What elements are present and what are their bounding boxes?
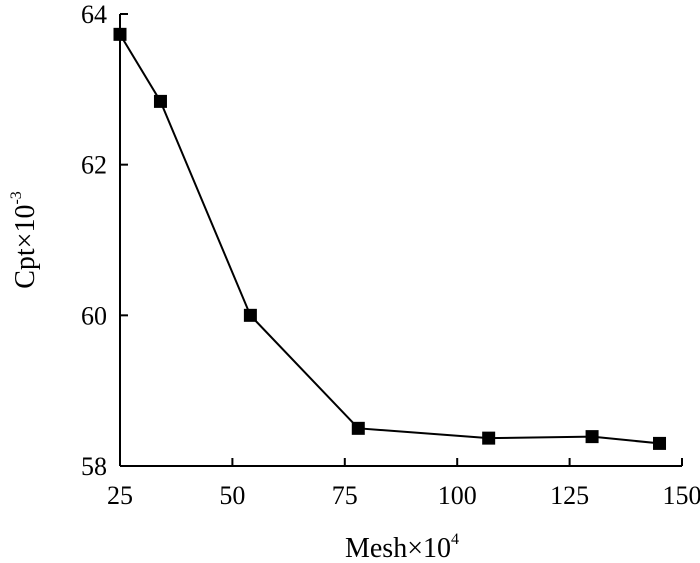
x-tick-label: 125	[550, 481, 589, 510]
data-point	[351, 421, 365, 435]
axes	[119, 14, 682, 467]
y-tick-label: 64	[81, 0, 107, 29]
y-ticks: 58 60 62 64	[81, 0, 128, 481]
data-point	[153, 94, 167, 108]
data-point	[113, 27, 127, 41]
x-tick-label: 150	[663, 481, 700, 510]
y-tick-label: 58	[81, 452, 107, 481]
data-point	[585, 430, 599, 444]
y-tick-label: 62	[81, 151, 107, 180]
data-point	[653, 436, 667, 450]
x-axis-title: Mesh×104	[345, 531, 459, 563]
y-axis-title: Cpt×10-3	[8, 191, 41, 289]
plot-area	[113, 27, 667, 450]
x-tick-label: 100	[438, 481, 477, 510]
x-tick-label: 50	[219, 481, 245, 510]
x-axis-title-exponent: 4	[451, 531, 459, 548]
data-point	[243, 308, 257, 322]
x-axis-title-base: Mesh×10	[345, 533, 451, 563]
x-tick-label: 75	[332, 481, 358, 510]
y-tick-label: 60	[81, 301, 107, 330]
x-tick-label: 25	[107, 481, 133, 510]
series-line	[119, 33, 660, 445]
x-ticks: 25 50 75 100 125 150	[107, 458, 700, 510]
data-point	[482, 431, 496, 445]
y-axis-title-base: Cpt×10	[10, 205, 41, 289]
y-axis-title-exponent: -3	[8, 191, 25, 204]
